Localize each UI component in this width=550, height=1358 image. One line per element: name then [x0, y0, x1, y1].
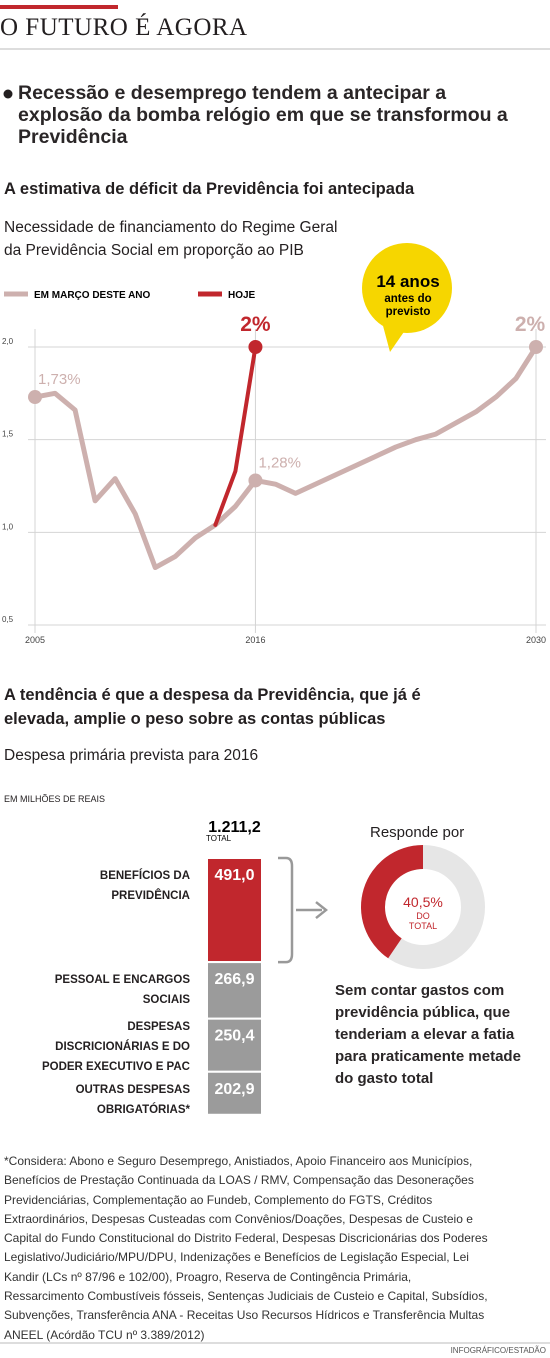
category-label: DESPESAS DISCRICIONÁRIAS E DO PODER EXEC… — [41, 1020, 190, 1073]
header-bar — [0, 5, 118, 9]
callout-title: 14 anos — [376, 272, 439, 291]
point-marker — [248, 473, 263, 488]
value-label: 491,0 — [214, 867, 254, 884]
x-tick-label: 2005 — [25, 635, 45, 645]
donut-sublabel: DO TOTAL — [408, 911, 438, 931]
chart-subtitle: Necessidade de financiamento do Regime G… — [4, 219, 338, 259]
category-label: OUTRAS DESPESAS OBRIGATÓRIAS* — [75, 1083, 190, 1116]
unit-label: EM MILHÕES DE REAIS — [4, 794, 106, 804]
value-label: 1,28% — [258, 454, 301, 471]
page-title: O FUTURO É AGORA — [0, 14, 248, 41]
series-line — [213, 345, 258, 527]
bar-segment — [206, 857, 263, 964]
bar-segment — [206, 1017, 263, 1073]
callout-text: previsto — [386, 306, 431, 318]
total-value: 1.211,2 — [208, 819, 261, 836]
y-tick-label: 2,0 — [2, 337, 14, 346]
x-tick-label: 2030 — [526, 635, 546, 645]
point-marker — [529, 340, 543, 354]
callout-text: antes do — [384, 293, 431, 305]
category-label: PESSOAL E ENCARGOS SOCIAIS — [54, 974, 190, 1007]
total-label: TOTAL — [206, 834, 232, 843]
donut-value: 40,5% — [403, 894, 443, 910]
bullet — [3, 89, 13, 99]
credit: INFOGRÁFICO/ESTADÃO — [450, 1346, 546, 1355]
donut-segment — [361, 845, 423, 959]
x-tick-label: 2016 — [245, 635, 265, 645]
legend-label: HOJE — [228, 290, 256, 301]
series-line — [32, 344, 539, 571]
point-marker — [28, 390, 42, 405]
bracket — [278, 856, 294, 964]
donut-title: Responde por — [370, 824, 465, 841]
y-tick-label: 0,5 — [2, 615, 14, 624]
category-label: BENEFÍCIOS DA PREVIDÊNCIA — [99, 870, 190, 902]
value-label: 2% — [240, 313, 271, 336]
footnote: *Considera: Abono e Seguro Desemprego, A… — [4, 1154, 488, 1342]
legend-label: EM MARÇO DESTE ANO — [34, 290, 151, 301]
bar-segment — [206, 961, 263, 1020]
chart-title: A tendência é que a despesa da Previdênc… — [4, 686, 421, 728]
callout — [362, 243, 452, 333]
arrow-head — [315, 901, 329, 920]
y-tick-label: 1,0 — [2, 522, 14, 531]
chart-subtitle: Despesa primária prevista para 2016 — [4, 747, 259, 764]
donut-note: Sem contar gastos com previdência públic… — [335, 982, 521, 1087]
value-label: 1,73% — [38, 371, 81, 388]
y-tick-label: 1,5 — [2, 430, 14, 439]
value-label: 202,9 — [214, 1081, 254, 1098]
bar-segment — [206, 1070, 263, 1116]
point-marker — [248, 340, 263, 354]
lead: Recessão e desemprego tendem a antecipar… — [18, 82, 508, 148]
value-label: 250,4 — [214, 1028, 254, 1045]
value-label: 2% — [515, 313, 546, 336]
value-label: 266,9 — [214, 971, 254, 988]
chart-title: A estimativa de déficit da Previdência f… — [4, 180, 415, 198]
